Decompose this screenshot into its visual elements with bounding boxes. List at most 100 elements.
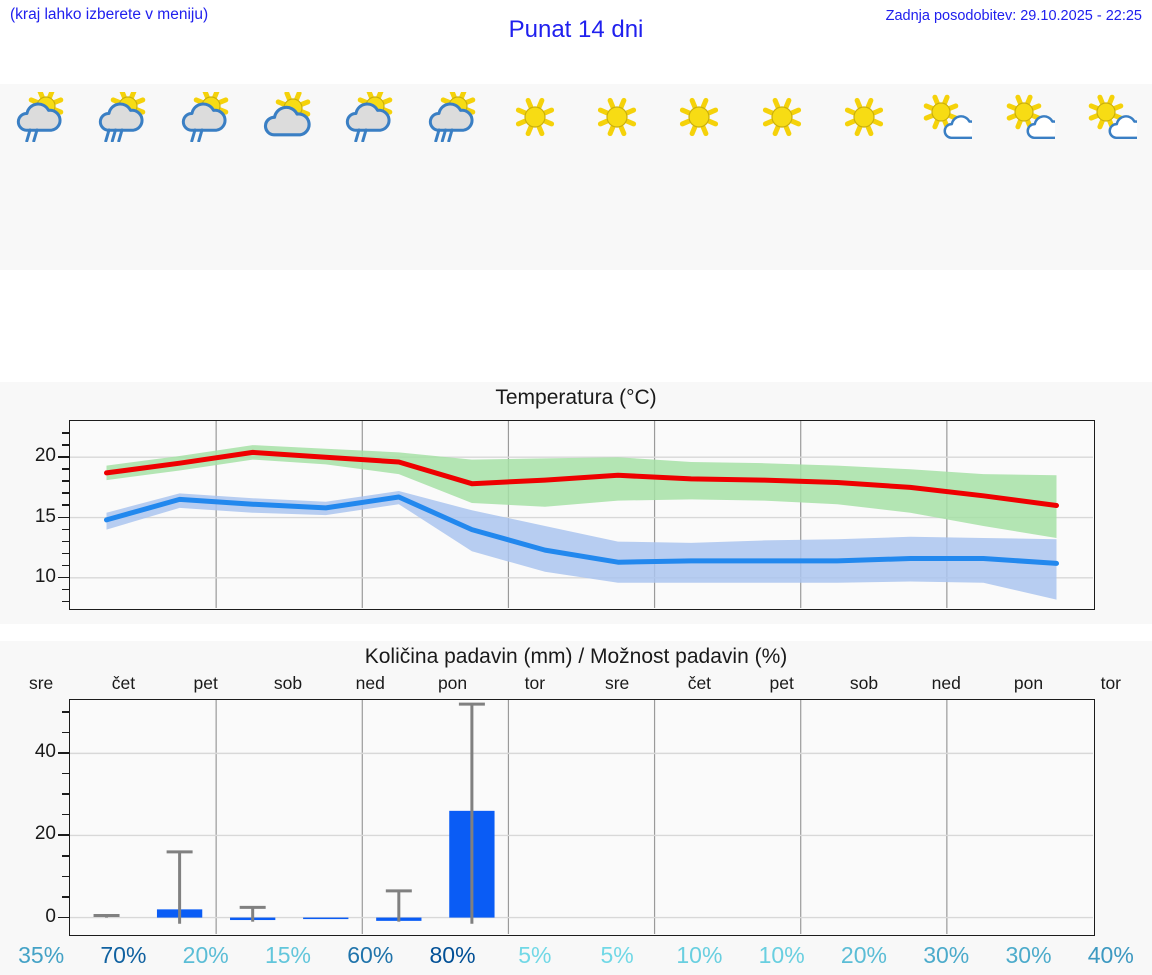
axis-minor-tick bbox=[62, 432, 69, 434]
cloud-sun-rain-heavy-icon bbox=[82, 91, 164, 143]
precipitation-day-label: ned bbox=[355, 673, 385, 693]
precipitation-y-tick-label: 0 bbox=[45, 905, 56, 927]
axis-minor-tick bbox=[62, 855, 69, 857]
axis-minor-tick bbox=[62, 711, 69, 713]
axis-minor-tick bbox=[62, 504, 69, 506]
precipitation-day-label: pet bbox=[193, 673, 218, 693]
day-column[interactable] bbox=[987, 84, 1069, 270]
axis-tick bbox=[58, 916, 69, 919]
day-column[interactable] bbox=[329, 84, 411, 270]
temperature-y-tick-label: 20 bbox=[34, 445, 56, 467]
axis-minor-tick bbox=[62, 528, 69, 531]
sun-small-cloud-icon bbox=[905, 91, 987, 143]
temperature-chart-title: Temperatura (°C) bbox=[495, 386, 657, 409]
precipitation-y-tick-label: 40 bbox=[34, 741, 56, 763]
sun-icon bbox=[658, 91, 740, 143]
axis-tick bbox=[58, 516, 69, 519]
axis-minor-tick bbox=[62, 896, 69, 898]
precipitation-day-label: tor bbox=[1100, 673, 1122, 693]
day-column[interactable] bbox=[247, 84, 329, 270]
precipitation-plot-area bbox=[69, 699, 1095, 936]
precipitation-probability-label: 10% bbox=[758, 942, 805, 968]
precipitation-day-label: sre bbox=[604, 673, 630, 693]
cloud-sun-rain-icon bbox=[0, 91, 82, 143]
temperature-y-tick-label: 15 bbox=[34, 505, 56, 527]
precipitation-day-labels: sre čet pet sob ned pon tor sre čet pet sob ned pon t… bbox=[0, 673, 1152, 697]
sun-small-cloud-icon bbox=[987, 91, 1069, 143]
precipitation-probability-label: 30% bbox=[923, 942, 970, 968]
precipitation-day-label: čet bbox=[111, 673, 136, 693]
day-column[interactable] bbox=[165, 84, 247, 270]
day-column[interactable] bbox=[411, 84, 493, 270]
day-column[interactable] bbox=[1070, 84, 1152, 270]
precipitation-chart-panel: Količina padavin (mm) / Možnost padavin … bbox=[0, 641, 1152, 975]
precipitation-chart-title: Količina padavin (mm) / Možnost padavin … bbox=[364, 645, 788, 668]
daily-forecast-strip bbox=[0, 84, 1152, 270]
precipitation-day-label: ned bbox=[931, 673, 961, 693]
precipitation-probability-label: 70% bbox=[100, 942, 147, 968]
axis-minor-tick bbox=[62, 492, 69, 494]
axis-minor-tick bbox=[62, 731, 69, 734]
precipitation-day-label: sob bbox=[849, 673, 879, 693]
menu-hint-text: (kraj lahko izberete v meniju) bbox=[10, 6, 209, 23]
precipitation-day-label: pon bbox=[1013, 673, 1044, 693]
max-temperature-line bbox=[104, 449, 1059, 508]
temperature-y-tick-label: 10 bbox=[34, 565, 56, 587]
axis-minor-tick bbox=[62, 772, 69, 775]
axis-tick bbox=[58, 456, 69, 458]
precipitation-probability-label: 60% bbox=[347, 942, 394, 968]
precipitation-probability-label: 30% bbox=[1005, 942, 1052, 968]
precipitation-day-label: sre bbox=[28, 673, 54, 693]
page-header: (kraj lahko izberete v meniju) Punat 14 … bbox=[0, 0, 1152, 62]
max-temperature-range-band bbox=[106, 445, 1057, 538]
day-column[interactable] bbox=[0, 84, 82, 270]
precipitation-y-axis: 0 20 40 bbox=[0, 699, 69, 936]
day-column[interactable] bbox=[494, 84, 576, 270]
temperature-line-chart bbox=[70, 421, 1093, 608]
precipitation-bar-chart bbox=[70, 700, 1093, 934]
axis-minor-tick bbox=[62, 444, 69, 446]
sun-icon bbox=[741, 91, 823, 143]
precipitation-bar bbox=[303, 917, 349, 920]
cloud-sun-rain-icon bbox=[165, 91, 247, 143]
page-title: Punat 14 dni bbox=[508, 16, 644, 43]
axis-tick bbox=[58, 834, 69, 836]
precipitation-probability-label: 80% bbox=[429, 942, 476, 968]
axis-minor-tick bbox=[62, 540, 69, 543]
axis-minor-tick bbox=[62, 600, 69, 603]
axis-minor-tick bbox=[62, 468, 69, 470]
precipitation-probability-label: 35% bbox=[18, 942, 65, 968]
day-column[interactable] bbox=[741, 84, 823, 270]
day-column[interactable] bbox=[905, 84, 987, 270]
precipitation-probability-label: 10% bbox=[676, 942, 723, 968]
day-column[interactable] bbox=[823, 84, 905, 270]
precipitation-day-label: čet bbox=[687, 673, 712, 693]
day-column[interactable] bbox=[658, 84, 740, 270]
precipitation-probability-label: 40% bbox=[1087, 942, 1134, 968]
axis-minor-tick bbox=[62, 564, 69, 567]
precipitation-day-label: pet bbox=[769, 673, 794, 693]
temperature-plot-area bbox=[69, 420, 1095, 610]
precipitation-probability-label: 15% bbox=[264, 942, 311, 968]
precipitation-day-label: sob bbox=[273, 673, 303, 693]
precipitation-y-tick-label: 20 bbox=[34, 823, 56, 845]
day-column[interactable] bbox=[576, 84, 658, 270]
sun-icon bbox=[823, 91, 905, 143]
axis-tick bbox=[58, 576, 69, 579]
precipitation-probability-label: 5% bbox=[518, 942, 552, 968]
axis-minor-tick bbox=[62, 552, 69, 555]
precipitation-day-label: tor bbox=[524, 673, 546, 693]
precipitation-probability-label: 20% bbox=[182, 942, 229, 968]
min-temperature-range-band bbox=[106, 491, 1057, 600]
day-column[interactable] bbox=[82, 84, 164, 270]
axis-minor-tick bbox=[62, 875, 69, 878]
cloud-sun-rain-icon bbox=[329, 91, 411, 143]
axis-minor-tick bbox=[62, 480, 69, 482]
axis-minor-tick bbox=[62, 813, 69, 816]
precipitation-day-label: pon bbox=[437, 673, 468, 693]
sun-icon bbox=[494, 91, 576, 143]
precipitation-probability-label: 5% bbox=[600, 942, 634, 968]
min-temperature-line bbox=[104, 494, 1059, 566]
